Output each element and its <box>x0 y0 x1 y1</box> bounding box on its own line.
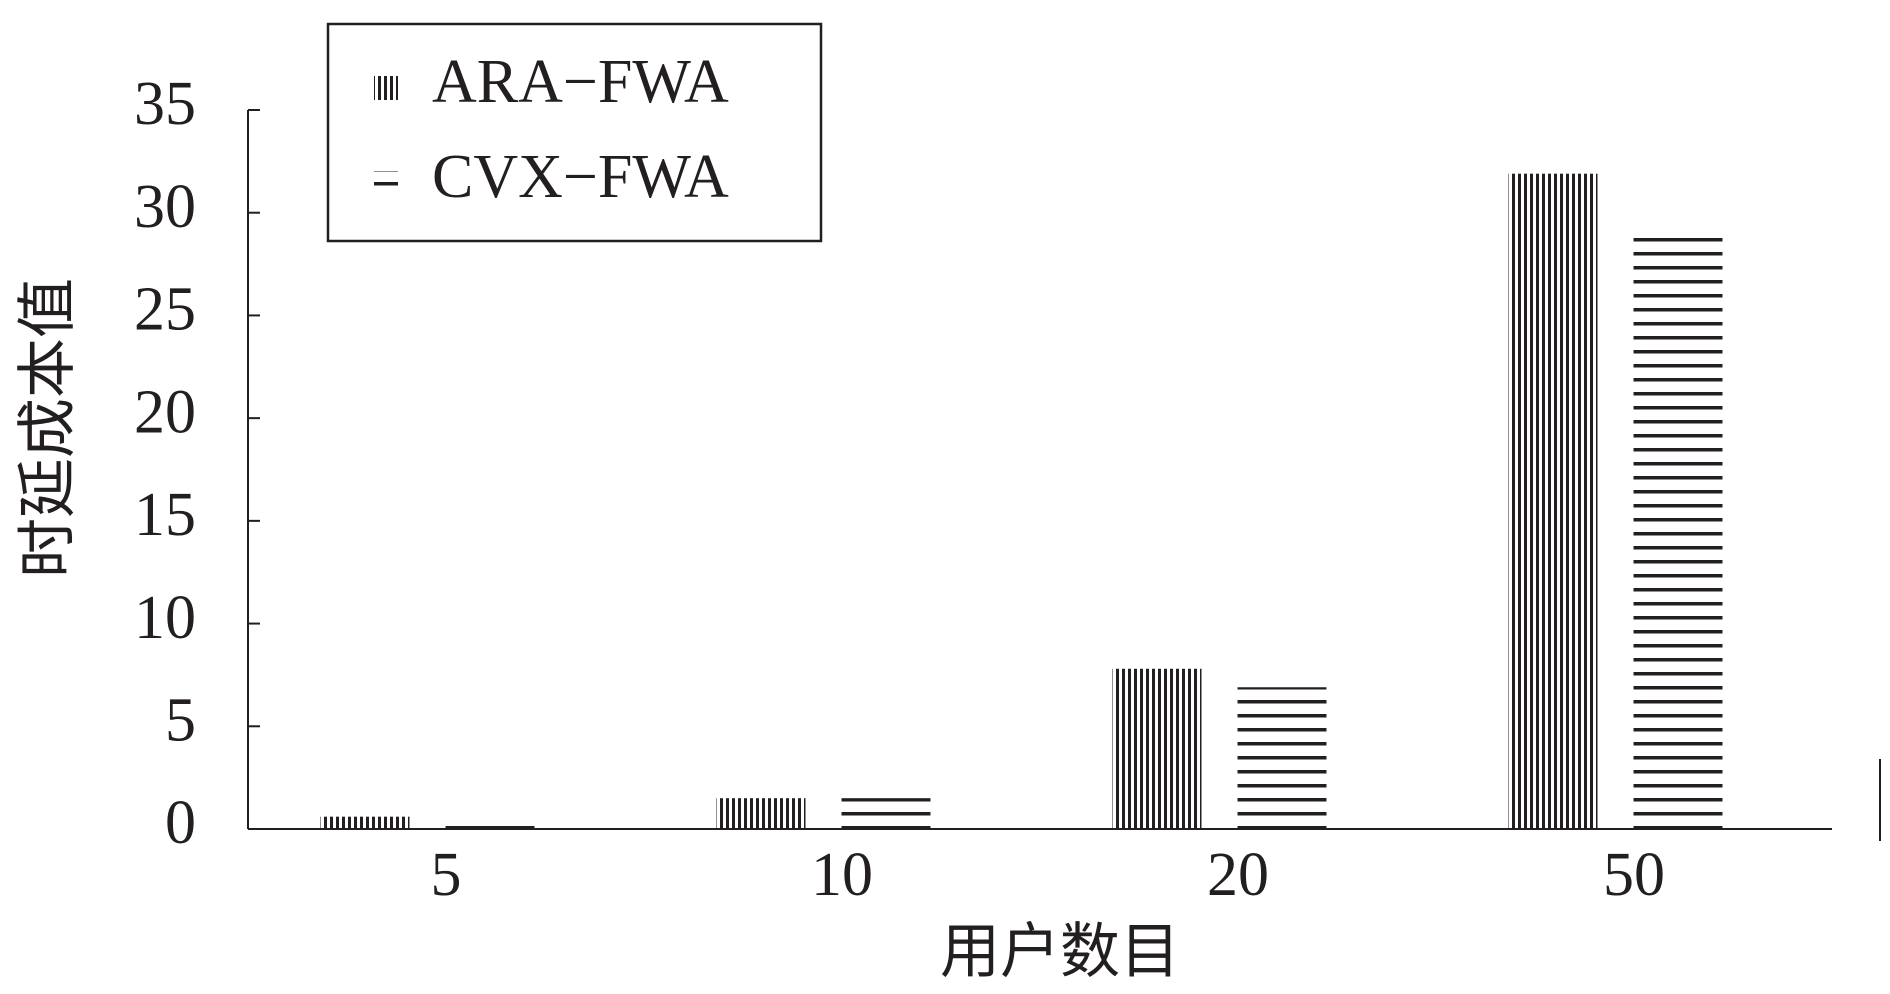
bar <box>320 816 410 829</box>
legend-label: ARA−FWA <box>432 48 729 116</box>
x-tick-label: 50 <box>1603 841 1665 909</box>
y-tick-label: 20 <box>134 378 196 446</box>
y-tick-label: 25 <box>134 276 196 344</box>
legend-box <box>326 22 823 243</box>
legend-swatch <box>374 76 398 100</box>
y-tick-label: 15 <box>134 481 196 549</box>
legend-label: CVX−FWA <box>432 143 729 211</box>
bar <box>841 798 931 829</box>
bar <box>1237 687 1327 829</box>
y-tick-label: 5 <box>165 687 196 755</box>
bar <box>1112 668 1202 829</box>
y-tick-label: 30 <box>134 173 196 241</box>
x-tick-label: 5 <box>431 841 462 909</box>
bar <box>1508 173 1598 829</box>
legend-swatch <box>374 171 398 195</box>
y-tick-label: 35 <box>134 70 196 138</box>
bar <box>445 816 535 829</box>
y-tick-label: 0 <box>165 789 196 857</box>
x-tick-label: 10 <box>811 841 873 909</box>
x-axis-title: 用户数目 <box>940 919 1180 985</box>
x-tick-label: 20 <box>1207 841 1269 909</box>
y-axis-title: 时延成本值 <box>15 278 81 578</box>
bar <box>716 798 806 829</box>
y-tick-label: 10 <box>134 584 196 652</box>
bar <box>1633 237 1723 829</box>
legend: ARA−FWA CVX−FWA <box>326 22 823 243</box>
